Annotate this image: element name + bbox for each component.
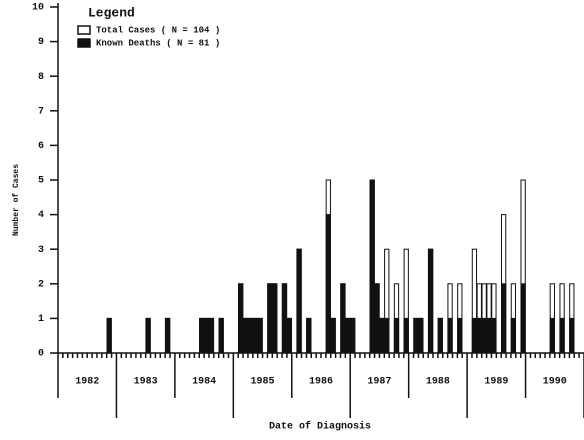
bar	[491, 317, 497, 354]
y-tick-label: 2	[38, 279, 44, 290]
bar	[203, 317, 210, 354]
bar	[242, 317, 249, 354]
x-axis-title: Date of Diagnosis	[269, 421, 371, 433]
y-tick-label: 7	[38, 106, 44, 117]
x-tick-label: 1985	[251, 377, 275, 388]
bar	[476, 317, 482, 354]
bar	[350, 317, 356, 354]
y-tick-label: 5	[38, 176, 44, 187]
bar	[272, 283, 278, 354]
bar	[374, 283, 380, 354]
bar	[369, 179, 375, 354]
bar	[281, 283, 288, 354]
bar	[306, 317, 312, 354]
x-tick-label: 1990	[543, 377, 567, 388]
bar	[481, 317, 487, 354]
y-tick-label: 6	[38, 141, 44, 152]
y-tick-label: 4	[38, 210, 44, 221]
legend-title: Legend	[88, 5, 135, 20]
y-tick-label: 8	[38, 72, 44, 83]
x-tick-label: 1986	[309, 377, 333, 388]
y-tick-label: 1	[38, 314, 44, 325]
bar	[296, 248, 302, 354]
legend-label: Known Deaths ( N = 81 )	[96, 38, 220, 48]
bar	[106, 317, 112, 354]
bar	[325, 214, 331, 354]
bar	[427, 248, 434, 354]
legend-swatch	[77, 38, 91, 48]
bar	[437, 317, 443, 354]
y-tick-label: 0	[38, 349, 44, 360]
x-tick-label: 1988	[426, 377, 450, 388]
bar	[345, 317, 351, 354]
y-tick-label: 10	[32, 3, 44, 14]
bar	[501, 283, 507, 354]
bar	[384, 317, 390, 354]
x-tick-label: 1983	[134, 377, 158, 388]
bar	[471, 317, 478, 354]
x-tick-label: 1989	[484, 377, 508, 388]
y-axis-title: Number of Cases	[12, 164, 21, 236]
bar	[208, 317, 215, 354]
legend-swatch	[77, 25, 91, 35]
bar	[413, 317, 419, 354]
x-tick-label: 1987	[367, 377, 391, 388]
bar	[218, 317, 224, 354]
bar	[393, 317, 400, 354]
bar	[457, 317, 463, 354]
bar	[286, 317, 292, 354]
bar	[510, 317, 517, 354]
bar	[549, 317, 555, 354]
bar	[403, 317, 409, 354]
bar	[199, 317, 205, 354]
bar	[559, 317, 565, 354]
bar	[520, 283, 526, 354]
bar	[569, 317, 575, 354]
bar	[164, 317, 171, 354]
bar	[145, 317, 151, 354]
bar	[340, 283, 346, 354]
bar	[257, 317, 263, 354]
x-tick-label: 1984	[192, 377, 216, 388]
bar	[267, 283, 273, 354]
bar	[247, 317, 254, 354]
bar	[418, 317, 424, 354]
y-tick-label: 3	[38, 245, 44, 256]
bar	[486, 317, 492, 354]
x-tick-label: 1982	[75, 377, 99, 388]
bar	[330, 317, 336, 354]
bar	[252, 317, 258, 354]
y-tick-label: 9	[38, 37, 44, 48]
bar	[238, 283, 244, 354]
legend-label: Total Cases ( N = 104 )	[96, 25, 220, 35]
bar	[379, 317, 385, 354]
bar	[447, 317, 453, 354]
